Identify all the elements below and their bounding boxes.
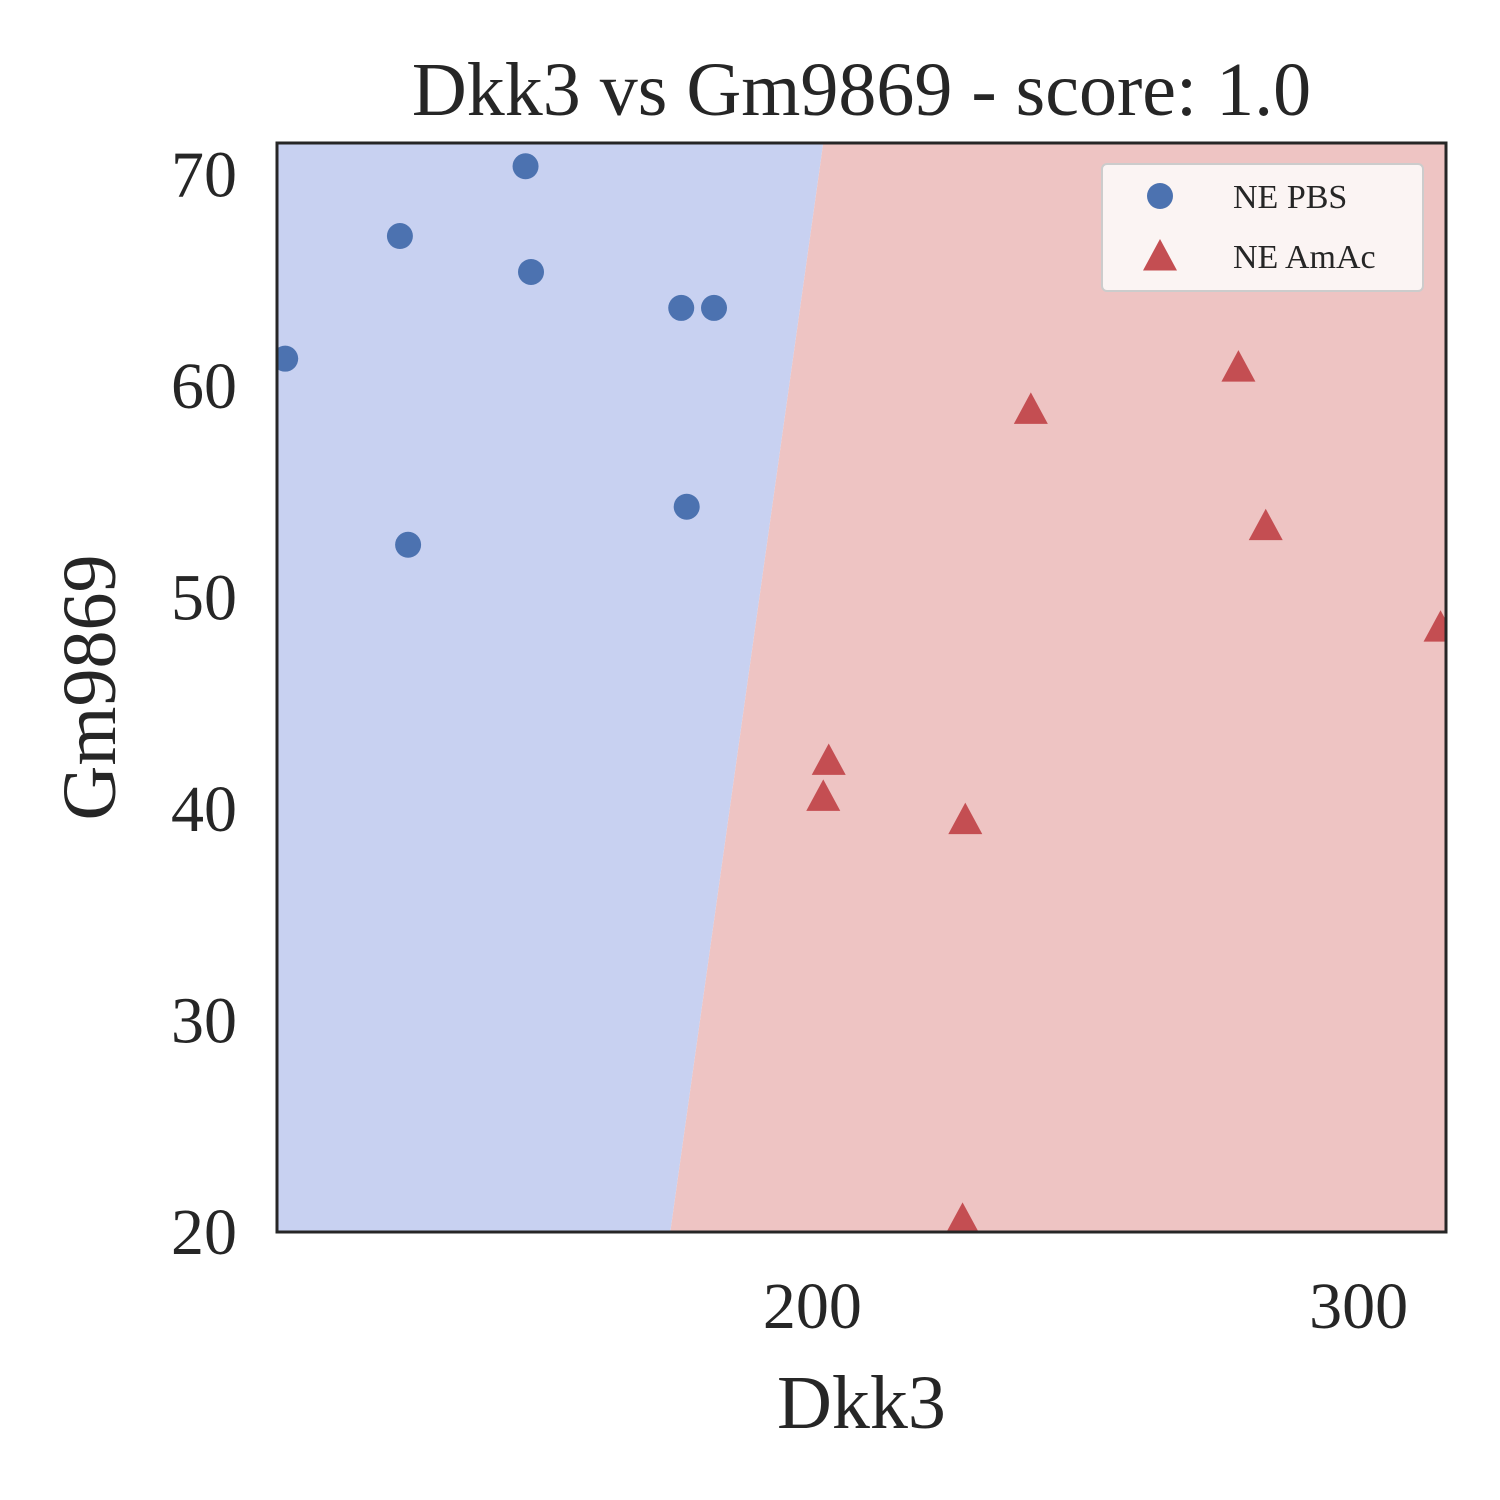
x-axis-ticks: 200 300 xyxy=(763,1270,1408,1343)
plot-background xyxy=(277,143,1446,1232)
y-axis-label: Gm9869 xyxy=(48,555,132,821)
y-tick-label: 30 xyxy=(171,985,237,1058)
data-point-ne-amac xyxy=(811,743,846,775)
data-point-ne-pbs xyxy=(518,258,545,285)
y-tick-label: 70 xyxy=(171,139,237,212)
data-point-ne-pbs xyxy=(673,493,700,520)
y-axis-ticks: 20 30 40 50 60 70 xyxy=(171,139,237,1269)
data-point-ne-amac xyxy=(948,802,983,835)
data-point-ne-amac xyxy=(946,1202,979,1232)
data-point-ne-amac xyxy=(1248,508,1283,541)
x-axis-label: Dkk3 xyxy=(777,1361,946,1445)
x-tick-label: 200 xyxy=(763,1270,862,1343)
x-tick-label: 300 xyxy=(1309,1270,1408,1343)
legend-marker-ne-amac xyxy=(1143,239,1177,271)
y-tick-label: 20 xyxy=(171,1196,237,1269)
legend-label-ne-amac: NE AmAc xyxy=(1233,239,1376,276)
data-point-ne-pbs xyxy=(277,345,299,372)
data-point-ne-pbs xyxy=(512,153,539,180)
decision-region-ne-pbs xyxy=(277,143,824,1232)
y-tick-label: 40 xyxy=(171,773,237,846)
legend-marker-ne-pbs xyxy=(1147,183,1173,209)
plot-frame xyxy=(275,141,1448,1234)
data-points xyxy=(277,153,1446,1232)
y-tick-label: 60 xyxy=(171,350,237,423)
data-point-ne-pbs xyxy=(386,223,413,250)
data-point-ne-amac xyxy=(806,779,841,811)
legend: NE PBS NE AmAc xyxy=(1101,163,1424,292)
data-point-ne-pbs xyxy=(668,294,695,321)
data-point-ne-amac xyxy=(1221,350,1256,382)
data-point-ne-amac xyxy=(1013,392,1048,424)
legend-box xyxy=(1101,163,1424,292)
data-point-ne-amac xyxy=(1423,610,1446,642)
decision-region-ne-amac xyxy=(670,143,1446,1232)
data-point-ne-pbs xyxy=(395,531,422,558)
legend-label-ne-pbs: NE PBS xyxy=(1233,179,1347,216)
chart-title: Dkk3 vs Gm9869 - score: 1.0 xyxy=(412,48,1311,132)
y-tick-label: 50 xyxy=(171,562,237,635)
data-point-ne-pbs xyxy=(701,294,728,321)
